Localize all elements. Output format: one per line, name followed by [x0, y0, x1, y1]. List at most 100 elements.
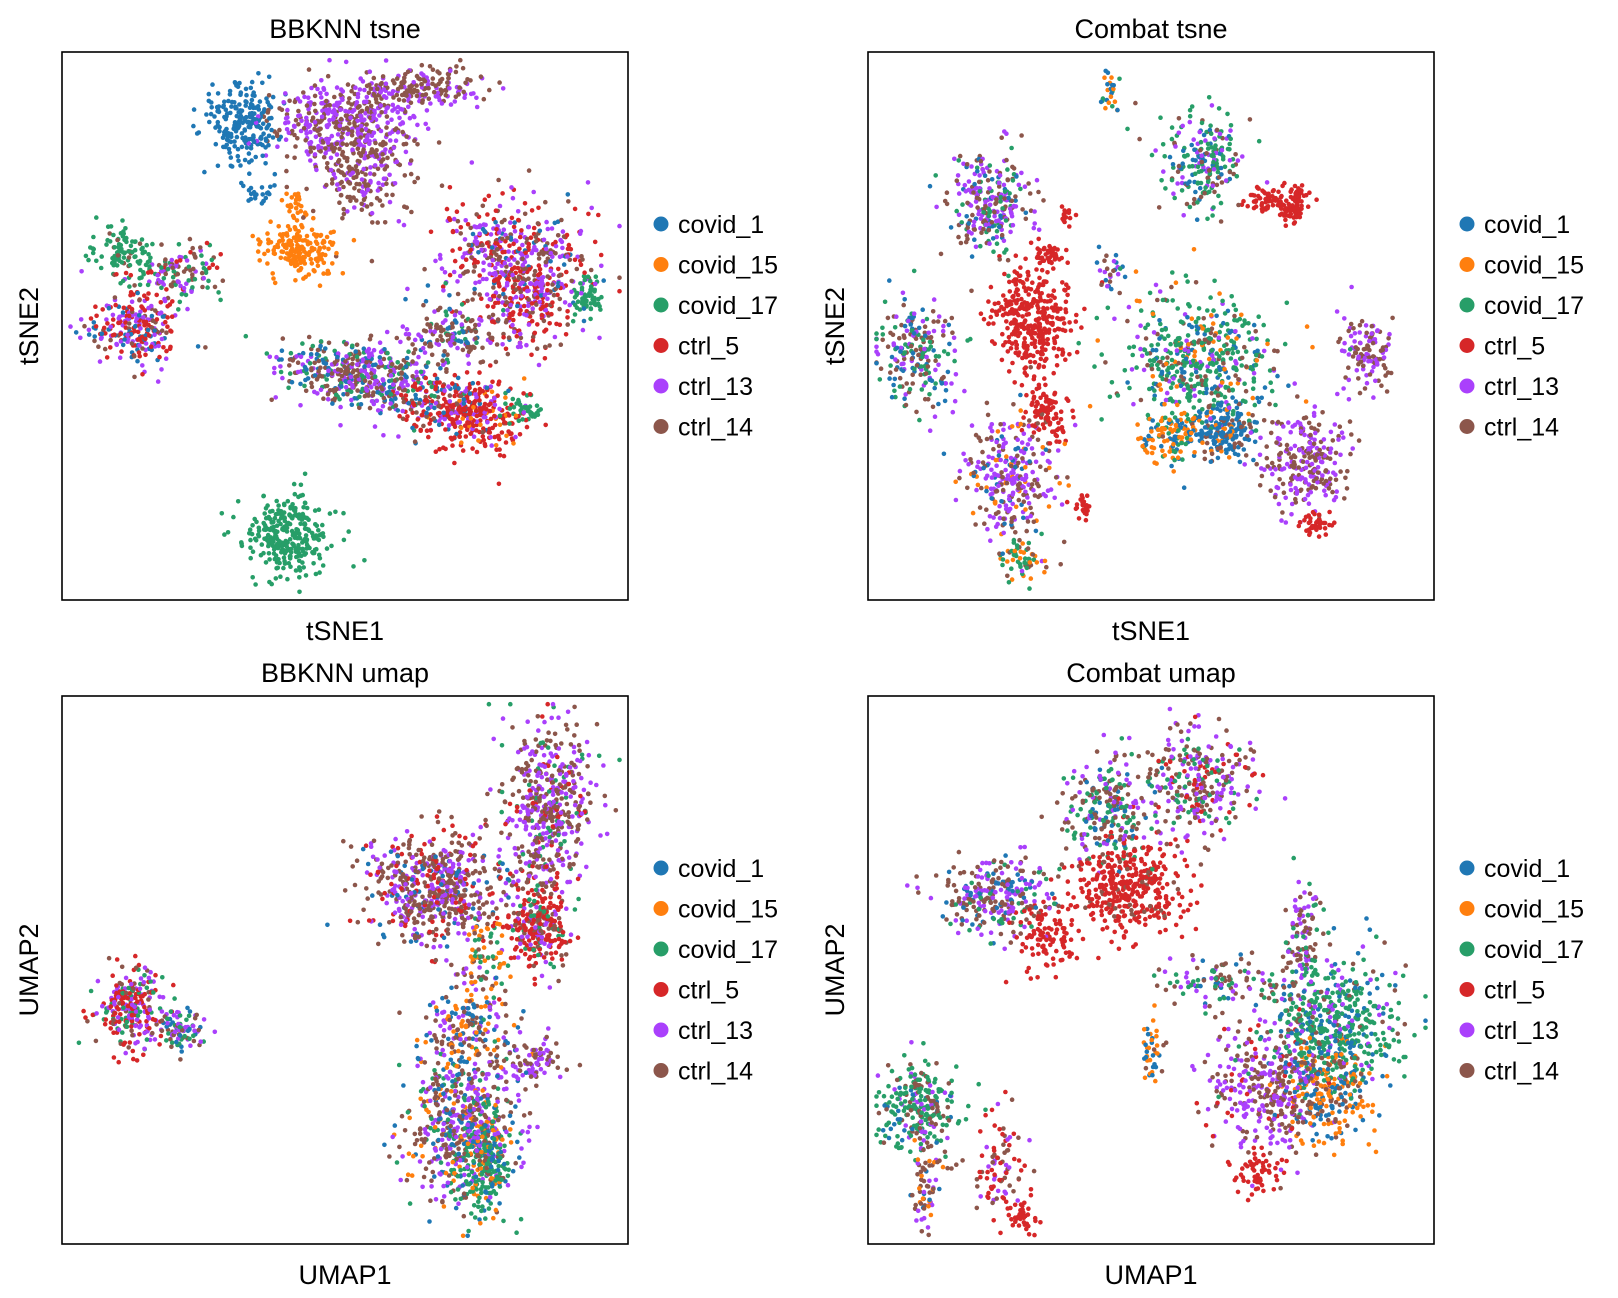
- data-point-ctrl_5: [516, 217, 521, 223]
- data-point-ctrl_14: [547, 343, 552, 348]
- data-point-ctrl_13: [513, 434, 518, 440]
- data-point-covid_15: [287, 208, 292, 214]
- data-point-covid_1: [361, 346, 367, 352]
- data-point-ctrl_5: [452, 258, 458, 264]
- data-point-ctrl_14: [364, 105, 370, 111]
- data-point-ctrl_13: [510, 195, 516, 201]
- data-point-ctrl_14: [112, 295, 118, 300]
- data-point-ctrl_14: [421, 423, 426, 429]
- data-point-covid_1: [243, 86, 249, 92]
- data-point-ctrl_13: [375, 124, 380, 129]
- data-point-ctrl_5: [452, 435, 457, 440]
- data-point-covid_17: [301, 522, 307, 527]
- data-point-ctrl_13: [359, 177, 365, 182]
- data-point-ctrl_13: [364, 349, 370, 354]
- data-point-covid_1: [256, 71, 261, 76]
- data-point-covid_17: [288, 513, 293, 518]
- data-point-ctrl_14: [350, 361, 355, 367]
- data-point-ctrl_14: [293, 144, 298, 149]
- data-point-covid_17: [535, 412, 541, 418]
- data-point-ctrl_13: [319, 95, 324, 100]
- data-point-covid_17: [994, 228, 1000, 234]
- data-point-covid_17: [150, 241, 155, 247]
- data-point-covid_17: [443, 309, 449, 315]
- data-point-covid_15: [313, 239, 319, 244]
- data-point-covid_17: [1172, 195, 1177, 201]
- data-point-ctrl_14: [490, 312, 496, 318]
- data-point-ctrl_5: [1051, 288, 1057, 294]
- data-point-covid_17: [510, 396, 516, 402]
- data-point-ctrl_14: [998, 422, 1003, 427]
- x-axis-label: tSNE1: [306, 616, 384, 646]
- data-point-ctrl_13: [537, 299, 542, 305]
- data-point-covid_17: [111, 232, 116, 238]
- data-point-covid_15: [323, 252, 328, 258]
- data-point-ctrl_13: [589, 205, 594, 211]
- data-point-covid_1: [207, 119, 212, 125]
- data-point-covid_15: [328, 230, 334, 235]
- data-point-covid_17: [247, 527, 253, 532]
- data-point-ctrl_5: [88, 316, 94, 321]
- data-point-covid_15: [521, 376, 527, 381]
- data-point-ctrl_13: [1141, 367, 1147, 373]
- data-point-covid_1: [461, 397, 467, 402]
- data-point-covid_15: [276, 224, 282, 229]
- data-point-covid_15: [309, 227, 315, 233]
- data-point-ctrl_13: [407, 115, 413, 121]
- data-point-ctrl_13: [515, 344, 521, 350]
- data-point-covid_17: [141, 271, 146, 277]
- data-point-covid_1: [308, 352, 314, 357]
- data-point-covid_17: [295, 535, 300, 541]
- data-point-ctrl_5: [429, 399, 435, 404]
- data-point-covid_1: [548, 259, 553, 264]
- data-point-covid_1: [501, 291, 506, 297]
- data-point-covid_1: [227, 88, 233, 94]
- data-point-ctrl_5: [572, 257, 578, 263]
- data-point-ctrl_13: [418, 334, 424, 340]
- data-point-ctrl_14: [293, 117, 299, 123]
- data-point-ctrl_13: [487, 271, 493, 277]
- data-point-ctrl_14: [312, 360, 318, 366]
- data-point-ctrl_13: [476, 322, 482, 328]
- data-point-ctrl_14: [1027, 191, 1033, 196]
- data-point-covid_1: [272, 183, 277, 188]
- data-point-ctrl_14: [466, 349, 472, 355]
- data-point-covid_17: [147, 264, 152, 269]
- data-point-covid_17: [1099, 352, 1104, 357]
- data-point-ctrl_13: [267, 354, 273, 360]
- data-point-ctrl_13: [474, 104, 480, 110]
- data-point-ctrl_14: [351, 151, 356, 156]
- data-point-ctrl_5: [545, 281, 550, 287]
- data-point-ctrl_14: [316, 127, 322, 133]
- data-point-ctrl_14: [1026, 181, 1031, 186]
- data-point-covid_17: [538, 407, 543, 412]
- data-point-ctrl_13: [314, 167, 319, 173]
- data-point-ctrl_13: [988, 538, 993, 543]
- data-point-ctrl_13: [562, 300, 568, 305]
- data-point-ctrl_5: [564, 269, 569, 275]
- data-point-ctrl_13: [1289, 512, 1294, 517]
- data-point-ctrl_13: [962, 388, 967, 394]
- data-point-ctrl_14: [460, 347, 466, 353]
- data-point-ctrl_14: [473, 336, 478, 341]
- data-point-ctrl_14: [526, 297, 531, 302]
- data-point-covid_17: [122, 250, 127, 255]
- data-point-ctrl_5: [511, 224, 517, 230]
- data-point-ctrl_5: [210, 262, 216, 268]
- data-point-ctrl_14: [415, 142, 420, 147]
- data-point-ctrl_5: [165, 304, 170, 309]
- data-point-ctrl_13: [540, 275, 546, 280]
- data-point-ctrl_13: [366, 374, 371, 380]
- data-point-ctrl_5: [550, 300, 555, 305]
- legend-label-ctrl_5: ctrl_5: [678, 333, 739, 361]
- data-point-ctrl_14: [280, 336, 286, 341]
- data-point-ctrl_14: [520, 256, 525, 262]
- data-point-covid_17: [313, 571, 319, 577]
- data-point-covid_1: [441, 353, 446, 358]
- data-point-ctrl_14: [430, 67, 436, 72]
- data-point-ctrl_14: [312, 93, 318, 99]
- data-point-ctrl_5: [169, 314, 175, 320]
- data-point-ctrl_14: [1343, 475, 1348, 481]
- data-point-ctrl_13: [926, 330, 931, 336]
- data-point-ctrl_13: [371, 130, 377, 136]
